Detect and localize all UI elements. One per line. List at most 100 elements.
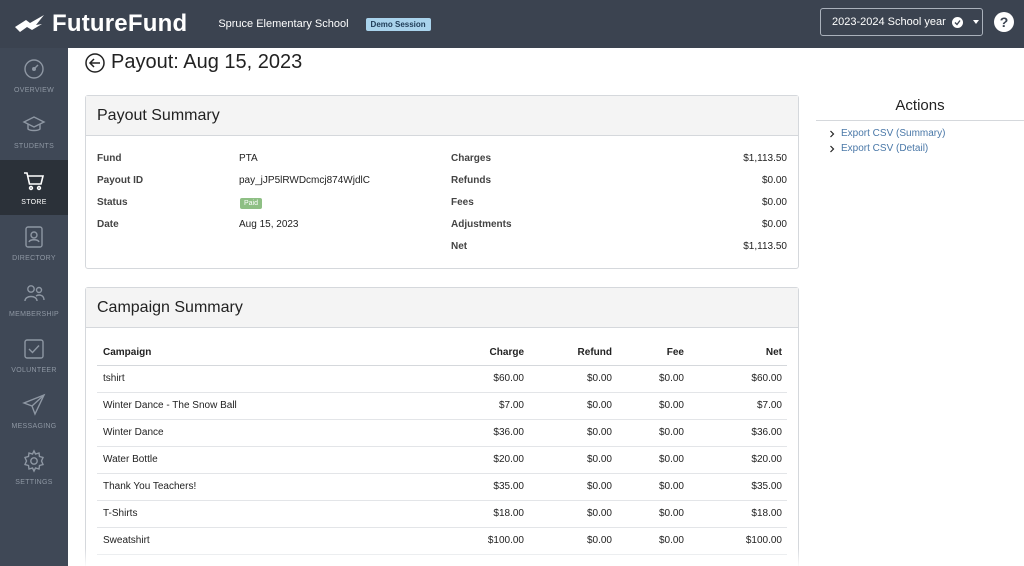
sidebar-item-volunteer[interactable]: VOLUNTEER [0, 328, 68, 383]
column-header-campaign: Campaign [97, 341, 417, 366]
table-row: Winter Dance $36.00 $0.00 $0.00 $36.00 [97, 419, 787, 447]
fees-value: $0.00 [761, 197, 787, 208]
fee-cell: $0.00 [617, 392, 689, 420]
sidebar-item-messaging[interactable]: MESSAGING [0, 384, 68, 439]
chevron-down-icon [972, 20, 979, 24]
net-value: $1,113.50 [743, 241, 787, 252]
sidebar-item-label: MEMBERSHIP [8, 311, 60, 318]
table-row: Water Bottle $20.00 $0.00 $0.00 $20.00 [97, 446, 787, 474]
fees-label: Fees [451, 197, 474, 208]
fee-cell: $0.00 [617, 500, 689, 528]
school-name: Spruce Elementary School [218, 18, 349, 30]
sidebar: OVERVIEW STUDENTS STORE DIRECTORY MEMBER… [0, 48, 68, 566]
card-title: Campaign Summary [86, 288, 798, 328]
fee-cell: $0.00 [617, 446, 689, 474]
net-cell: $7.00 [689, 392, 787, 420]
sidebar-item-membership[interactable]: MEMBERSHIP [0, 272, 68, 327]
sidebar-item-overview[interactable]: OVERVIEW [0, 48, 68, 103]
sidebar-item-settings[interactable]: SETTINGS [0, 440, 68, 495]
actions-title: Actions [895, 97, 945, 114]
sidebar-item-label: STORE [21, 199, 47, 206]
sidebar-item-label: DIRECTORY [12, 255, 56, 262]
cart-icon [24, 172, 45, 191]
charge-cell: $7.00 [417, 392, 529, 420]
fund-value: PTA [239, 153, 258, 164]
charge-cell: $36.00 [417, 419, 529, 447]
fee-cell: $0.00 [617, 473, 689, 501]
refund-cell: $0.00 [529, 527, 617, 555]
back-arrow-icon[interactable] [85, 53, 105, 73]
charge-cell: $35.00 [417, 473, 529, 501]
net-cell: $60.00 [689, 365, 787, 393]
gear-icon [24, 449, 44, 473]
paper-plane-icon [22, 393, 46, 416]
chevron-right-icon [830, 145, 835, 152]
checkbox-icon [24, 339, 44, 359]
column-header-refund: Refund [529, 341, 617, 366]
payout-id-value: pay_jJP5lRWDcmcj874WjdlC [239, 175, 370, 186]
charges-value: $1,113.50 [743, 153, 787, 164]
column-header-net: Net [689, 341, 787, 366]
demo-session-badge: Demo Session [365, 17, 431, 31]
actions-divider [816, 120, 1024, 121]
bird-logo-icon [14, 13, 48, 35]
table-row: Thank You Teachers! $35.00 $0.00 $0.00 $… [97, 473, 787, 501]
sidebar-item-label: VOLUNTEER [11, 367, 57, 374]
campaign-table: Campaign Charge Refund Fee Net tshirt $6… [97, 341, 787, 555]
table-header-row: Campaign Charge Refund Fee Net [97, 341, 787, 366]
campaign-name: Winter Dance [97, 419, 417, 447]
net-cell: $18.00 [689, 500, 787, 528]
gauge-icon [24, 59, 44, 79]
school-year-select[interactable]: 2023-2024 School year [820, 8, 983, 36]
directory-icon [25, 226, 43, 248]
status-label: Status [97, 197, 128, 208]
refund-cell: $0.00 [529, 446, 617, 474]
net-cell: $36.00 [689, 419, 787, 447]
refunds-value: $0.00 [761, 175, 787, 186]
adjustments-label: Adjustments [451, 219, 512, 230]
chevron-right-icon [830, 130, 835, 137]
column-header-charge: Charge [417, 341, 529, 366]
sidebar-item-students[interactable]: STUDENTS [0, 104, 68, 159]
brand-logo[interactable]: FutureFund [14, 10, 187, 38]
refund-cell: $0.00 [529, 500, 617, 528]
campaign-name: Winter Dance - The Snow Ball [97, 392, 417, 420]
table-row: Winter Dance - The Snow Ball $7.00 $0.00… [97, 392, 787, 420]
people-icon [24, 285, 45, 302]
sidebar-item-label: SETTINGS [15, 479, 53, 486]
brand-name: FutureFund [52, 10, 188, 37]
campaign-name: Sweatshirt [97, 527, 417, 555]
sidebar-item-label: STUDENTS [13, 143, 55, 150]
fee-cell: $0.00 [617, 365, 689, 393]
help-button[interactable]: ? [994, 12, 1014, 32]
net-cell: $20.00 [689, 446, 787, 474]
fee-cell: $0.00 [617, 527, 689, 555]
payout-id-label: Payout ID [97, 175, 144, 186]
refund-cell: $0.00 [529, 392, 617, 420]
top-navbar: FutureFund Spruce Elementary School Demo… [0, 0, 1024, 48]
net-cell: $35.00 [689, 473, 787, 501]
fund-label: Fund [97, 153, 122, 164]
charge-cell: $100.00 [417, 527, 529, 555]
campaign-name: T-Shirts [97, 500, 417, 528]
check-circle-icon [951, 16, 963, 28]
sidebar-item-store[interactable]: STORE [0, 160, 68, 215]
campaign-name: tshirt [97, 365, 417, 393]
sidebar-item-directory[interactable]: DIRECTORY [0, 216, 68, 271]
export-csv-detail-link[interactable]: Export CSV (Detail) [828, 143, 928, 154]
campaign-summary-card: Campaign Summary Campaign Charge Refund … [85, 287, 799, 566]
card-title: Payout Summary [86, 96, 798, 136]
refunds-label: Refunds [451, 175, 491, 186]
export-csv-summary-link[interactable]: Export CSV (Summary) [828, 128, 945, 139]
campaign-name: Water Bottle [97, 446, 417, 474]
net-label: Net [451, 241, 468, 252]
fee-cell: $0.00 [617, 419, 689, 447]
net-cell: $100.00 [689, 527, 787, 555]
refund-cell: $0.00 [529, 365, 617, 393]
payout-summary-card: Payout Summary Fund PTA Payout ID pay_jJ… [85, 95, 799, 269]
charge-cell: $20.00 [417, 446, 529, 474]
action-link-label: Export CSV (Summary) [841, 128, 946, 139]
date-label: Date [97, 219, 119, 230]
table-row: T-Shirts $18.00 $0.00 $0.00 $18.00 [97, 500, 787, 528]
sidebar-item-label: OVERVIEW [13, 87, 54, 94]
